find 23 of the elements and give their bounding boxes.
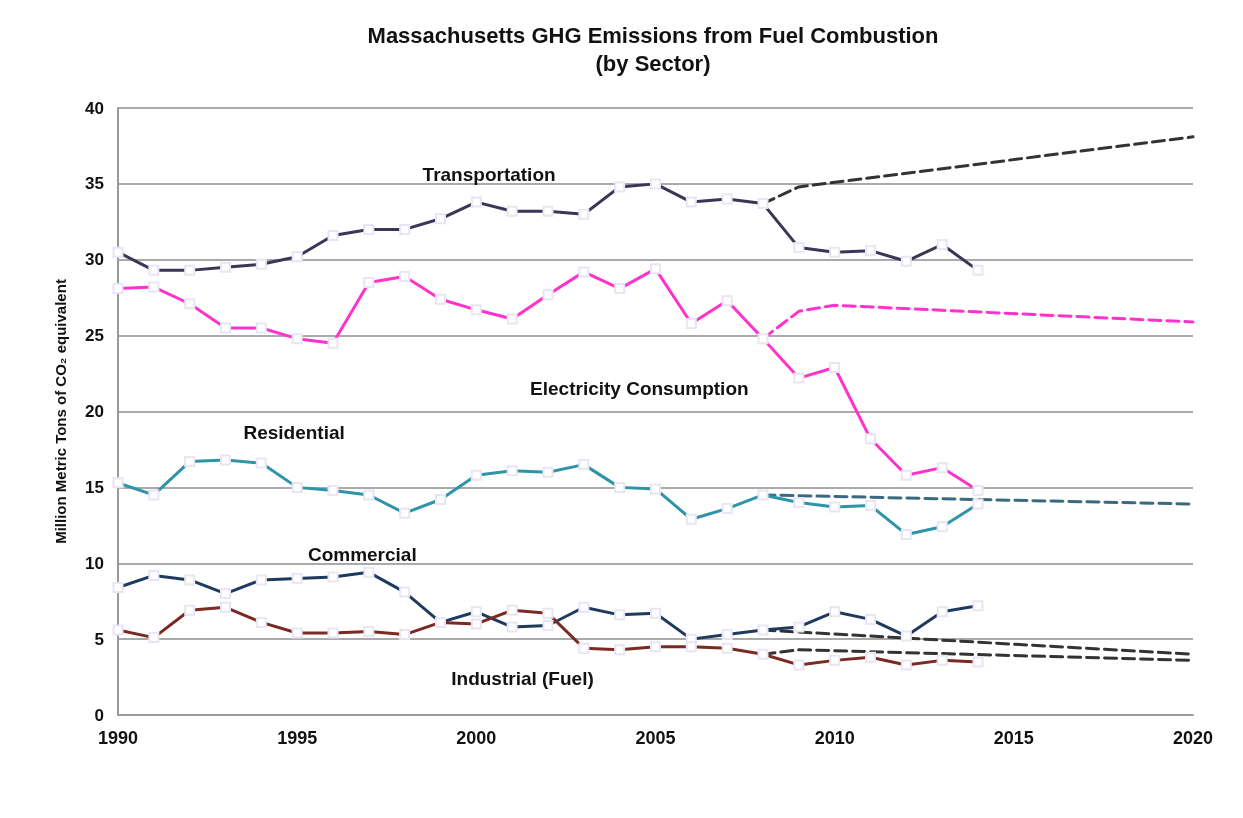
y-tick-label: 20: [85, 402, 104, 421]
y-axis-title: Million Metric Tons of CO₂ equivalent: [52, 279, 69, 544]
y-tick-label: 35: [85, 174, 104, 194]
x-tick-label: 2015: [993, 728, 1034, 748]
chart-title: Massachusetts GHG Emissions from Fuel Combustion (by Sector): [367, 22, 939, 76]
series-label: Transportation: [422, 164, 556, 186]
y-tick-label: 30: [85, 250, 104, 270]
x-tick-label: 2000: [456, 728, 497, 748]
series-label: Residential: [243, 422, 345, 444]
x-tick-label: 1995: [277, 728, 318, 748]
x-tick-label: 1990: [97, 728, 139, 748]
x-tick-label: 2020: [1172, 728, 1214, 748]
y-tick-label: 40: [85, 98, 104, 118]
series-label: Electricity Consumption: [530, 378, 749, 400]
y-tick-label: 10: [85, 553, 104, 573]
y-tick-label: 15: [85, 477, 104, 497]
y-tick-label: 0: [94, 705, 104, 725]
series-label: Industrial (Fuel): [451, 668, 594, 690]
y-tick-label: 25: [85, 326, 104, 346]
x-tick-label: 2005: [635, 728, 676, 748]
series-label: Commercial: [307, 543, 417, 565]
y-tick-label: 5: [94, 629, 104, 649]
x-tick-label: 2010: [814, 728, 855, 748]
